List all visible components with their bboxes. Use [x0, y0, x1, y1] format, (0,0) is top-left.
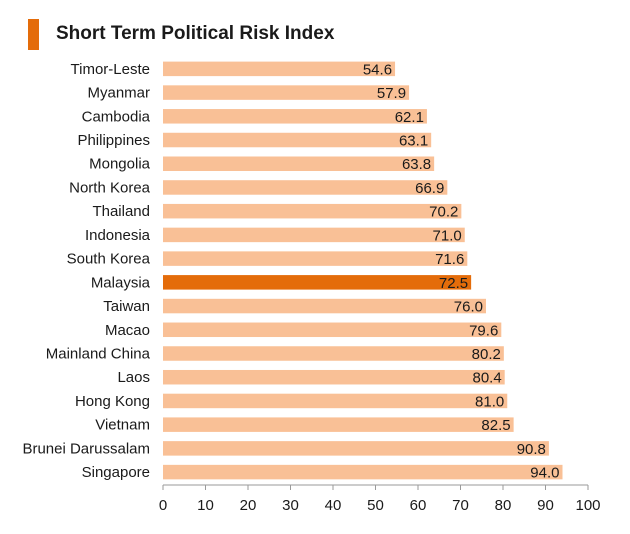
category-label: Vietnam [95, 417, 150, 434]
bar [163, 393, 508, 409]
bar [163, 61, 396, 77]
category-label: Macao [105, 322, 150, 339]
x-tick-label: 40 [325, 497, 342, 514]
bar [163, 203, 462, 219]
value-label: 63.8 [402, 156, 431, 173]
category-label: North Korea [69, 179, 151, 196]
x-tick-label: 10 [197, 497, 214, 514]
value-label: 71.0 [433, 227, 462, 244]
bar [163, 322, 502, 338]
category-label: Singapore [82, 464, 150, 481]
value-label: 62.1 [395, 109, 424, 126]
value-label: 70.2 [429, 204, 458, 221]
bar [163, 441, 549, 456]
bar [163, 251, 468, 266]
x-tick-label: 100 [575, 497, 600, 514]
bar [163, 464, 563, 480]
bar [163, 132, 432, 148]
x-tick-label: 50 [367, 497, 384, 514]
value-label: 57.9 [377, 85, 406, 102]
x-tick-label: 0 [159, 497, 167, 514]
value-label: 71.6 [435, 251, 464, 268]
bar [163, 156, 435, 171]
category-label: Myanmar [87, 85, 150, 102]
value-label: 76.0 [454, 299, 483, 316]
category-label: Malaysia [91, 274, 151, 291]
value-label: 72.5 [439, 275, 468, 292]
bar-highlight [163, 275, 472, 290]
category-label: Laos [117, 369, 150, 386]
category-label: Thailand [92, 203, 150, 220]
value-label: 54.6 [363, 61, 392, 78]
bar [163, 109, 427, 124]
value-label: 82.5 [481, 417, 510, 434]
x-tick-label: 30 [282, 497, 299, 514]
bar [163, 227, 465, 243]
x-tick-label: 80 [495, 497, 512, 514]
x-tick-label: 20 [240, 497, 257, 514]
value-label: 66.9 [415, 180, 444, 197]
x-tick-label: 70 [452, 497, 469, 514]
category-label: Indonesia [85, 227, 151, 244]
value-label: 79.6 [469, 322, 498, 339]
category-label: Timor-Leste [71, 61, 150, 78]
bar [163, 346, 504, 361]
category-label: Hong Kong [75, 393, 150, 410]
category-label: Mongolia [89, 156, 151, 173]
value-label: 90.8 [517, 441, 546, 458]
value-label: 80.4 [472, 370, 501, 387]
value-label: 63.1 [399, 133, 428, 150]
bar [163, 180, 448, 195]
category-label: Mainland China [46, 346, 151, 363]
bar [163, 85, 410, 100]
x-tick-label: 90 [537, 497, 554, 514]
title-accent-bar [28, 19, 39, 50]
category-label: Brunei Darussalam [22, 440, 150, 457]
category-label: Taiwan [103, 298, 150, 315]
x-tick-label: 60 [410, 497, 427, 514]
bar [163, 417, 514, 432]
chart-title: Short Term Political Risk Index [56, 23, 335, 44]
value-label: 94.0 [530, 465, 559, 482]
bar [163, 298, 486, 314]
value-label: 81.0 [475, 393, 504, 410]
value-label: 80.2 [472, 346, 501, 363]
category-label: South Korea [67, 251, 151, 268]
category-label: Cambodia [82, 108, 151, 125]
bar [163, 369, 505, 385]
category-label: Philippines [77, 132, 150, 149]
